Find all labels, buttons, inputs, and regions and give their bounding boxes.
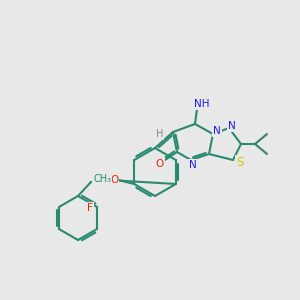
Text: O: O	[110, 175, 118, 185]
Text: NH: NH	[194, 99, 210, 109]
Text: O: O	[156, 159, 164, 169]
Text: O: O	[103, 175, 111, 185]
Text: N: N	[213, 126, 221, 136]
Text: N: N	[228, 121, 236, 131]
Text: S: S	[236, 155, 244, 169]
Text: H: H	[156, 129, 164, 139]
Text: CH₃: CH₃	[93, 174, 111, 184]
Text: F: F	[87, 203, 93, 213]
Text: N: N	[189, 160, 197, 170]
